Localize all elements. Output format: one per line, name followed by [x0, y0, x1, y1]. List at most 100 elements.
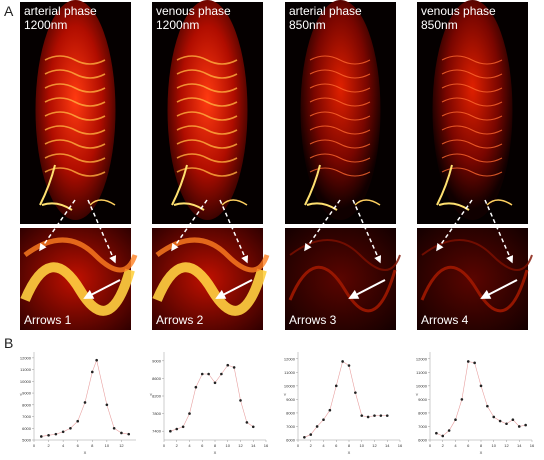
- data-point: [492, 415, 496, 419]
- vessel: [288, 265, 397, 313]
- mouse-body: [432, 0, 513, 220]
- zoom-image: [285, 228, 396, 330]
- x-tick-label: 10: [360, 443, 365, 448]
- vessel: [441, 55, 503, 65]
- data-point: [354, 391, 357, 394]
- data-point: [385, 414, 389, 417]
- data-point: [315, 425, 319, 428]
- data-point: [341, 360, 344, 363]
- vessel: [441, 125, 503, 135]
- x-tick-label: 4: [62, 443, 65, 448]
- x-tick-label: 10: [492, 443, 497, 448]
- y-axis-label: Y: [284, 392, 287, 397]
- vessel: [221, 199, 248, 206]
- data-point: [460, 398, 464, 401]
- x-tick-label: 14: [251, 443, 256, 448]
- x-tick-label: 0: [33, 443, 36, 448]
- y-tick-label: 6000: [286, 438, 296, 443]
- data-point: [447, 429, 451, 432]
- y-tick-label: 8000: [22, 402, 32, 407]
- mouse-body: [167, 0, 248, 220]
- vessel: [176, 125, 238, 135]
- x-tick-label: 8: [480, 443, 483, 448]
- vessel: [420, 265, 529, 313]
- x-axis-label: X: [214, 450, 217, 455]
- x-tick-label: 10: [105, 443, 110, 448]
- x-tick-label: 2: [176, 443, 179, 448]
- x-axis-label: X: [84, 450, 87, 455]
- y-tick-label: 5000: [22, 438, 32, 443]
- x-tick-label: 0: [297, 443, 300, 448]
- plots: 5000 6000 7000 8000 9000 10000 11000 12000 0 2 4 6 8…: [20, 352, 535, 455]
- x-tick-label: 6: [77, 443, 80, 448]
- y-tick-label: 10000: [284, 383, 296, 388]
- vessel: [309, 125, 371, 135]
- x-tick-label: 4: [454, 443, 457, 448]
- data-point: [175, 427, 179, 431]
- x-tick-label: 12: [238, 443, 243, 448]
- wavelength-label: 1200nm: [24, 18, 67, 32]
- x-axis-label: X: [480, 450, 483, 455]
- vessel: [441, 69, 503, 79]
- y-tick-label: 11000: [416, 370, 428, 375]
- data-point: [251, 425, 255, 429]
- y-tick-label: 8000: [286, 410, 296, 415]
- x-tick-label: 14: [385, 443, 390, 448]
- arrow: [87, 199, 117, 264]
- mouse-body: [300, 0, 381, 220]
- data-point: [105, 403, 109, 407]
- y-tick-label: 12000: [284, 356, 296, 361]
- x-tick-label: 6: [201, 443, 204, 448]
- y-tick-label: 7400: [152, 429, 162, 434]
- x-tick-label: 8: [91, 443, 94, 448]
- x-axis-label: X: [348, 450, 351, 455]
- data-point: [120, 431, 123, 435]
- data-point: [379, 414, 383, 417]
- phase-label: arterial phase: [24, 4, 97, 18]
- x-tick-label: 8: [214, 443, 217, 448]
- y-tick-label: 8200: [152, 394, 162, 399]
- vessel: [441, 139, 503, 149]
- data-point: [69, 426, 72, 430]
- vessel: [309, 83, 371, 93]
- vessel: [486, 199, 513, 206]
- arrow: [171, 199, 208, 252]
- y-tick-label: 9000: [418, 397, 428, 402]
- arrow: [480, 279, 518, 299]
- data-point: [473, 361, 476, 365]
- vessel: [441, 153, 503, 163]
- y-tick-label: 6000: [22, 426, 32, 431]
- vessel: [89, 199, 116, 206]
- zoom-label: Arrows 1: [24, 313, 72, 327]
- x-tick-label: 8: [348, 443, 351, 448]
- data-point: [90, 370, 94, 374]
- x-tick-label: 12: [504, 443, 509, 448]
- data-point: [200, 372, 204, 376]
- data-point: [181, 425, 185, 429]
- panel-label: B: [4, 335, 13, 351]
- data-point: [194, 385, 198, 389]
- vessel: [176, 111, 238, 121]
- arrow: [484, 199, 514, 264]
- fit-line: [436, 361, 526, 437]
- data-point: [334, 384, 338, 388]
- data-point: [479, 384, 483, 388]
- zoom-label: Arrows 3: [289, 313, 337, 327]
- y-tick-label: 8000: [418, 410, 428, 415]
- data-point: [188, 412, 191, 415]
- y-tick-label: 7000: [22, 414, 32, 419]
- vessel: [309, 139, 371, 149]
- y-tick-label: 7000: [286, 424, 296, 429]
- x-tick-label: 0: [429, 443, 432, 448]
- x-tick-label: 16: [264, 443, 269, 448]
- vessel: [309, 69, 371, 79]
- fit-line: [41, 359, 129, 437]
- data-point: [517, 425, 521, 428]
- vessel: [44, 69, 106, 79]
- vessel: [152, 262, 267, 316]
- data-point: [112, 426, 116, 430]
- vessel: [176, 55, 238, 65]
- vessel: [44, 139, 106, 149]
